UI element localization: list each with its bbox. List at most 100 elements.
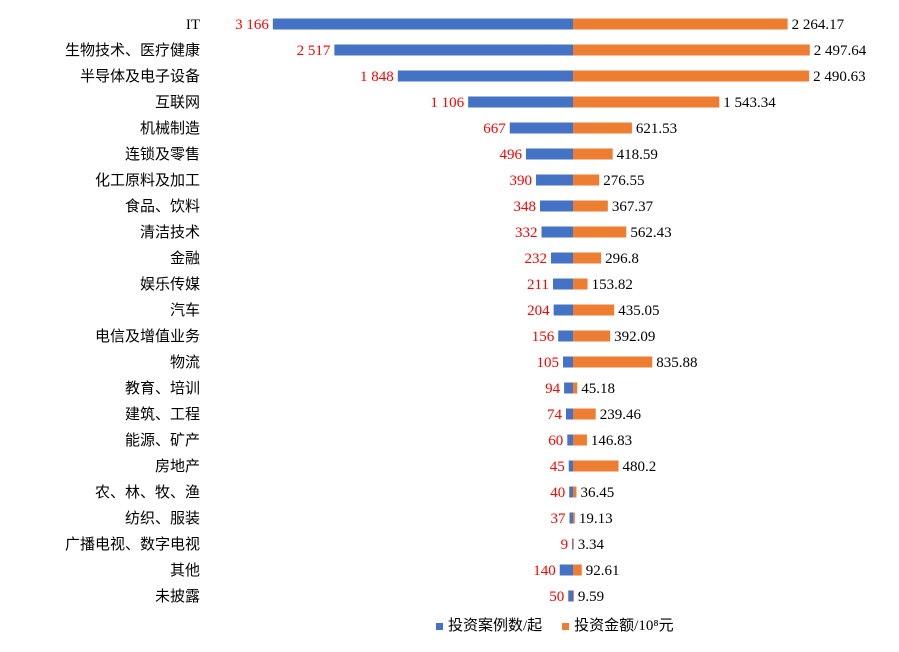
legend-swatch-blue: [436, 623, 443, 630]
legend-item-cases: 投资案例数/起: [436, 614, 542, 635]
bar-amount: [573, 538, 574, 550]
bar-amount: [573, 512, 575, 524]
bar-cases: [272, 18, 573, 30]
bar-cases: [569, 512, 573, 524]
category-label: 广播电视、数字电视: [65, 536, 200, 553]
bar-amount: [573, 70, 810, 82]
category-label: 半导体及电子设备: [80, 68, 200, 85]
data-label-cases: 45: [550, 459, 565, 475]
data-label-amount: 562.43: [630, 225, 671, 241]
bar-cases: [568, 460, 573, 472]
data-label-cases: 94: [545, 381, 561, 397]
data-label-amount: 2 490.63: [813, 69, 866, 85]
data-label-cases: 50: [549, 589, 564, 605]
bar-amount: [573, 590, 574, 602]
bar-amount: [573, 408, 596, 420]
bar-amount: [573, 382, 578, 394]
bar-cases: [397, 70, 573, 82]
data-label-amount: 239.46: [600, 407, 642, 423]
data-label-amount: 36.45: [580, 485, 614, 501]
legend: 投资案例数/起 投资金额/10⁸元: [436, 614, 674, 635]
category-label: 农、林、牧、渔: [95, 484, 200, 501]
category-label: 其他: [170, 562, 200, 579]
bar-amount: [573, 564, 582, 576]
data-label-amount: 392.09: [614, 329, 655, 345]
bar-cases: [551, 252, 573, 264]
data-label-cases: 3 166: [235, 17, 269, 33]
bar-amount: [573, 174, 600, 186]
data-label-amount: 153.82: [592, 277, 633, 293]
data-label-cases: 667: [483, 121, 506, 137]
bar-cases: [468, 96, 573, 108]
bar-amount: [573, 356, 653, 368]
bar-cases: [525, 148, 573, 160]
category-label: 纺织、服装: [125, 510, 200, 527]
data-label-cases: 37: [550, 511, 566, 527]
data-label-cases: 1 848: [360, 69, 394, 85]
bar-amount: [573, 252, 602, 264]
data-label-amount: 2 264.17: [792, 17, 845, 33]
bar-cases: [569, 486, 573, 498]
data-label-amount: 2 497.64: [814, 43, 867, 59]
bar-cases: [536, 174, 573, 186]
bar-amount: [573, 18, 788, 30]
category-label: 未披露: [155, 588, 200, 605]
category-label: 娱乐传媒: [140, 276, 200, 293]
data-label-cases: 211: [527, 277, 549, 293]
category-label: 连锁及零售: [125, 146, 200, 163]
data-label-cases: 40: [550, 485, 565, 501]
data-label-cases: 332: [515, 225, 538, 241]
category-label: 化工原料及加工: [95, 172, 200, 189]
bar-cases: [572, 538, 573, 550]
data-label-amount: 19.13: [579, 511, 613, 527]
data-label-amount: 92.61: [586, 563, 620, 579]
bar-cases: [558, 330, 573, 342]
category-label: 金融: [170, 250, 200, 267]
category-label: 建筑、工程: [125, 406, 200, 423]
category-label: 物流: [170, 354, 200, 371]
bar-amount: [573, 330, 611, 342]
bar-cases: [541, 226, 573, 238]
data-label-amount: 146.83: [591, 433, 632, 449]
bar-amount: [573, 304, 615, 316]
bar-amount: [573, 200, 608, 212]
data-label-amount: 45.18: [581, 381, 615, 397]
bar-amount: [573, 44, 810, 56]
data-label-cases: 9: [561, 537, 569, 553]
bar-amount: [573, 460, 619, 472]
bar-cases: [567, 434, 573, 446]
bar-cases: [565, 408, 573, 420]
bar-cases: [564, 382, 573, 394]
category-label: 互联网: [155, 94, 200, 111]
bar-cases: [509, 122, 573, 134]
bar-amount: [573, 278, 588, 290]
bar-amount: [573, 148, 613, 160]
bar-cases: [334, 44, 573, 56]
data-label-cases: 390: [510, 173, 533, 189]
bar-amount: [573, 226, 627, 238]
legend-swatch-orange: [562, 623, 570, 630]
category-label: 机械制造: [140, 120, 200, 137]
data-label-cases: 204: [527, 303, 550, 319]
category-label: IT: [186, 17, 200, 33]
data-label-amount: 296.8: [605, 251, 639, 267]
category-label: 电信及增值业务: [95, 328, 200, 345]
data-label-amount: 418.59: [617, 147, 658, 163]
legend-label-cases: 投资案例数/起: [448, 618, 543, 634]
bar-cases: [552, 278, 573, 290]
bar-cases: [559, 564, 573, 576]
category-label: 汽车: [170, 302, 200, 319]
bar-cases: [568, 590, 573, 602]
data-label-amount: 621.53: [636, 121, 677, 137]
bar-amount: [573, 96, 720, 108]
bar-amount: [573, 122, 632, 134]
data-label-cases: 105: [537, 355, 560, 371]
data-label-amount: 9.59: [578, 589, 604, 605]
bar-amount: [573, 434, 587, 446]
legend-item-amount: 投资金额/10⁸元: [562, 614, 674, 635]
data-label-amount: 1 543.34: [723, 95, 776, 111]
data-label-cases: 1 106: [430, 95, 464, 111]
data-label-cases: 2 517: [297, 43, 331, 59]
category-label: 教育、培训: [125, 380, 200, 397]
